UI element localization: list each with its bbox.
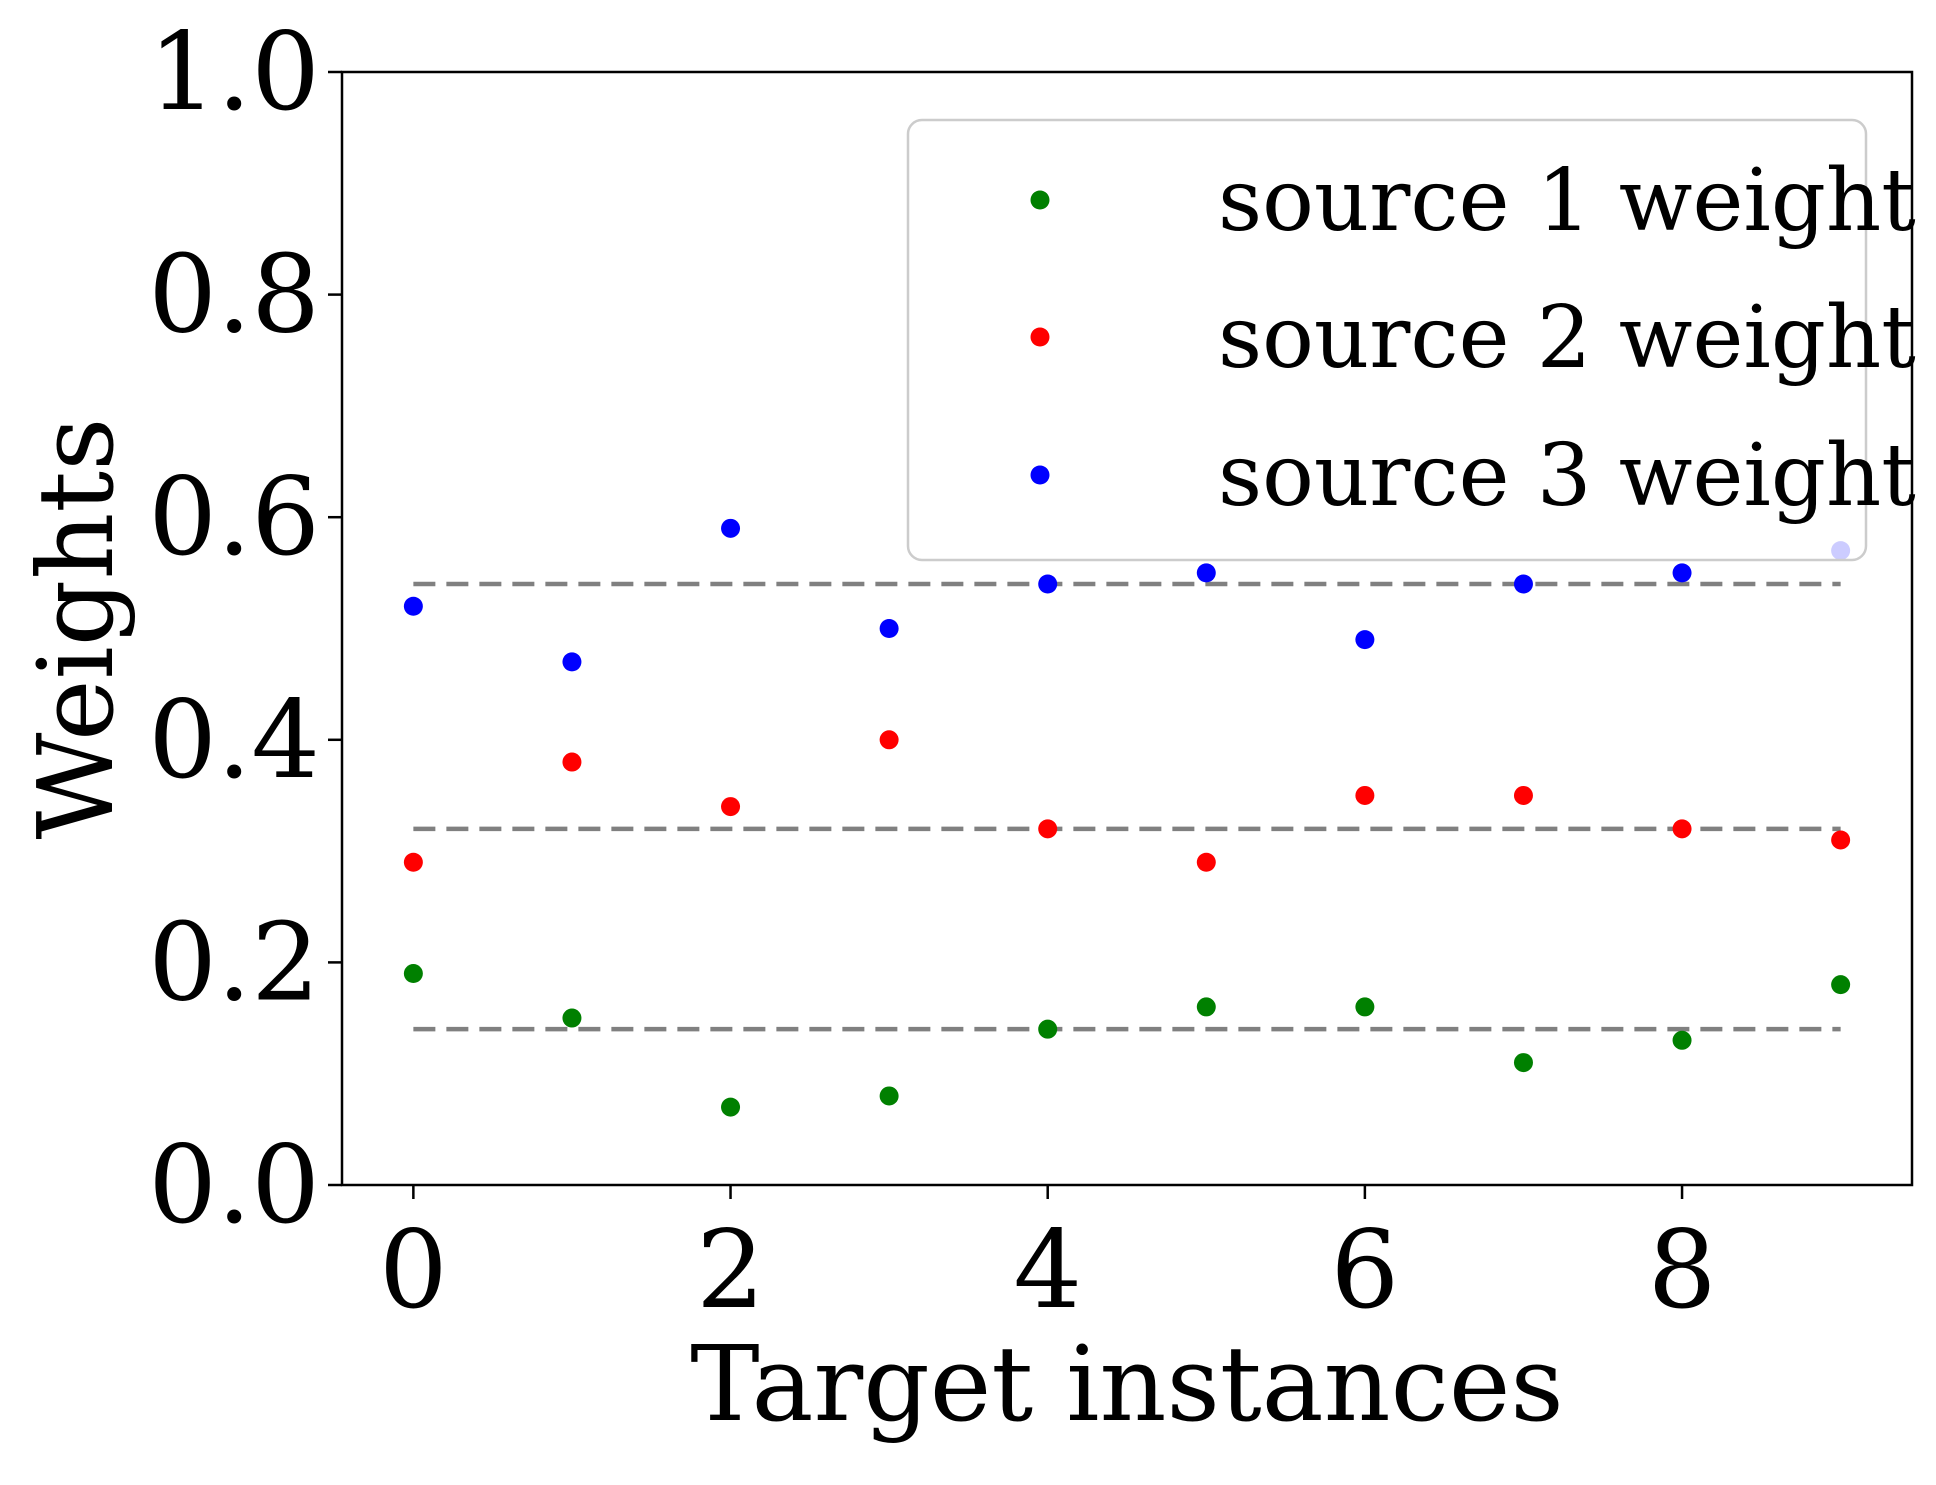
data-point-series-2 <box>1513 785 1533 805</box>
legend-marker <box>1030 465 1050 485</box>
x-tick-label: 0 <box>379 1208 448 1333</box>
y-tick-label: 0.2 <box>148 900 320 1025</box>
data-point-series-3 <box>1672 563 1692 583</box>
data-point-series-2 <box>879 730 899 750</box>
plot-area-frame <box>340 70 1914 1187</box>
x-tick-label: 8 <box>1648 1208 1717 1333</box>
data-point-series-2 <box>1831 830 1851 850</box>
data-point-series-1 <box>1038 1019 1058 1039</box>
data-point-series-3 <box>1196 563 1216 583</box>
data-point-series-1 <box>562 1008 582 1028</box>
mean-lines <box>413 581 1841 1032</box>
legend: source 1 weight source 2 weight source 3 w… <box>906 118 1916 562</box>
legend-label: source 1 weight <box>1218 151 1916 251</box>
data-point-series-3 <box>1355 630 1375 650</box>
data-point-series-1 <box>1355 997 1375 1017</box>
axes: 0.0 0.2 0.4 0.6 0.8 1.0 0 2 4 6 8 <box>148 10 1716 1333</box>
legend-marker <box>1030 327 1050 347</box>
data-point-series-3 <box>721 518 741 538</box>
data-point-series-3 <box>1038 574 1058 594</box>
y-tick-label: 0.6 <box>148 455 320 580</box>
data-point-series-2 <box>1038 819 1058 839</box>
data-point-series-1 <box>1672 1030 1692 1050</box>
data-point-series-2 <box>1196 852 1216 872</box>
data-point-series-3 <box>1513 574 1533 594</box>
legend-label: source 3 weight <box>1218 426 1916 526</box>
x-tick-label: 6 <box>1331 1208 1400 1333</box>
x-axis-label: Target instances <box>690 1323 1564 1445</box>
data-point-series-3 <box>879 619 899 638</box>
data-point-series-2 <box>1672 819 1692 839</box>
data-point-series-1 <box>879 1086 899 1106</box>
data-point-series-2 <box>1355 785 1375 805</box>
data-point-series-3 <box>562 652 582 672</box>
y-tick-label: 0.0 <box>148 1123 320 1248</box>
y-axis-label: Weights <box>15 418 137 840</box>
legend-box <box>906 118 1868 562</box>
data-point-series-3 <box>403 596 423 616</box>
data-points <box>403 518 1851 1117</box>
x-tick-label: 4 <box>1013 1208 1082 1333</box>
y-tick-label: 0.8 <box>148 233 320 358</box>
data-point-series-1 <box>1513 1053 1533 1073</box>
data-point-series-1 <box>1196 997 1216 1017</box>
data-point-series-2 <box>721 797 741 817</box>
data-point-series-1 <box>721 1097 741 1117</box>
data-point-series-1 <box>403 964 423 984</box>
data-point-series-2 <box>562 752 582 772</box>
y-tick-label: 1.0 <box>148 10 320 135</box>
data-point-series-1 <box>1831 975 1851 995</box>
y-tick-label: 0.4 <box>148 678 320 803</box>
data-point-series-2 <box>403 852 423 872</box>
legend-marker <box>1030 190 1050 210</box>
x-tick-label: 2 <box>696 1208 765 1333</box>
legend-label: source 2 weight <box>1218 288 1916 388</box>
